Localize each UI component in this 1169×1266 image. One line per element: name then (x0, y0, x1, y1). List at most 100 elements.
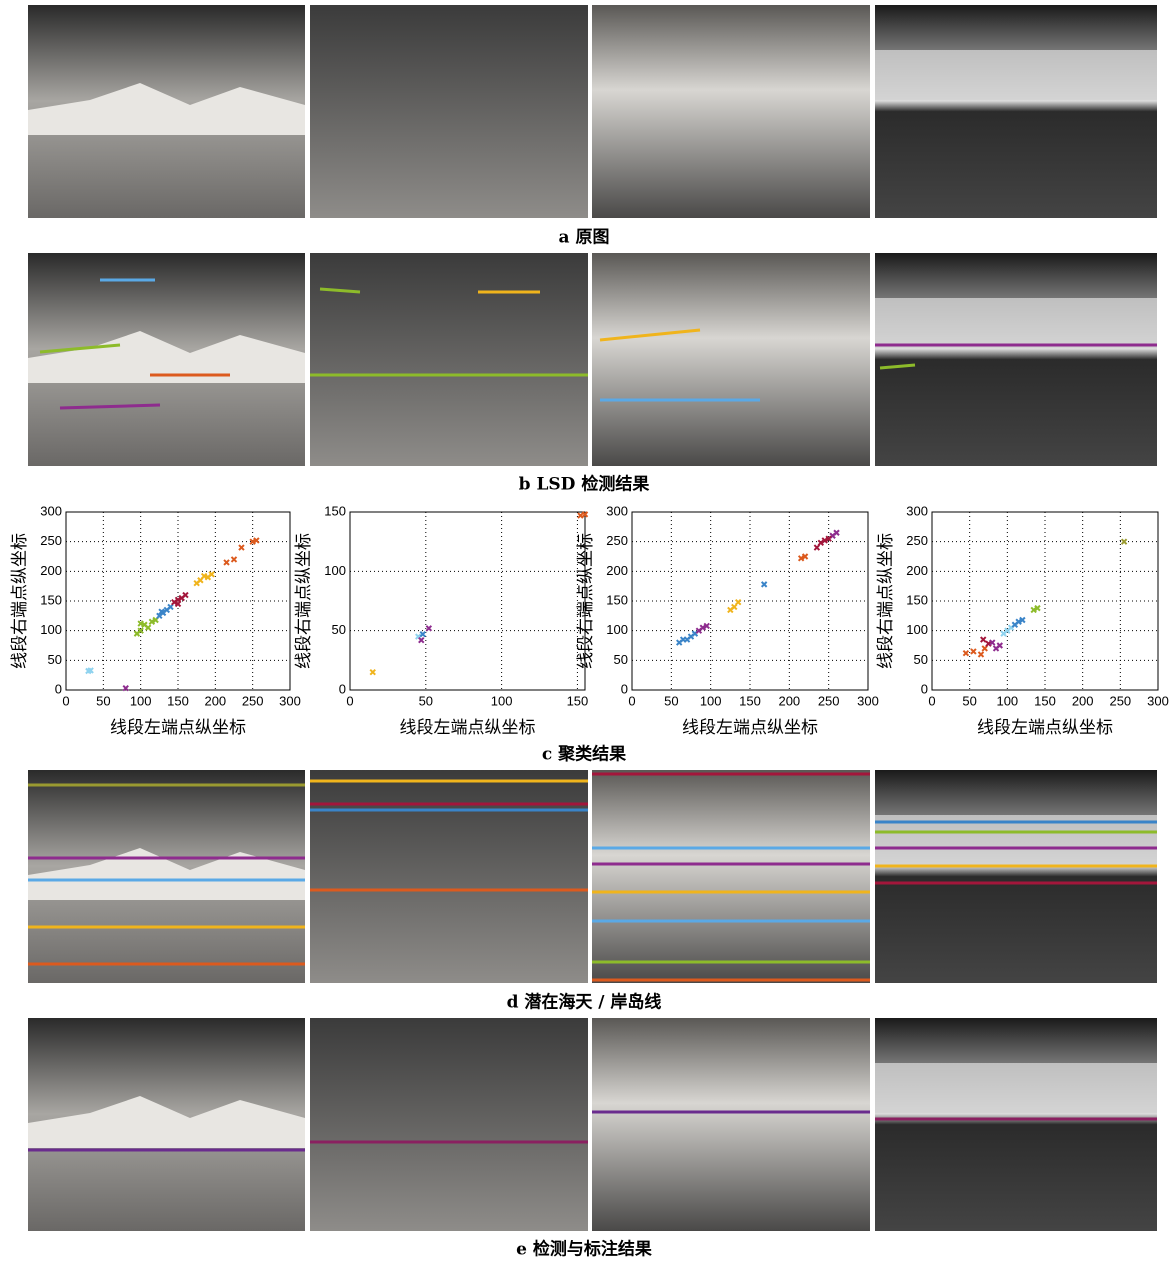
point (989, 639, 996, 646)
point (825, 535, 832, 542)
detected-lines (28, 1110, 1157, 1152)
x-tick-label: 100 (491, 693, 513, 708)
point (253, 537, 260, 544)
y-tick-label: 50 (614, 652, 628, 667)
point (223, 559, 230, 566)
y-tick-label: 0 (339, 681, 346, 696)
point (200, 572, 208, 580)
y-tick-label: 0 (55, 681, 62, 696)
point (970, 648, 977, 655)
point (699, 624, 707, 631)
x-tick-label: 50 (962, 693, 976, 708)
point (167, 603, 174, 611)
point (238, 544, 245, 551)
x-axis-label: 线段左端点纵坐标 (110, 718, 246, 738)
point (174, 600, 182, 608)
point (158, 608, 165, 615)
x-tick-label: 300 (857, 693, 879, 708)
y-tick-label: 300 (40, 503, 62, 518)
point (419, 631, 426, 638)
x-tick-label: 50 (664, 693, 678, 708)
y-tick-label: 150 (324, 503, 346, 518)
y-tick-label: 100 (606, 622, 628, 637)
point (418, 636, 425, 644)
point (581, 511, 589, 518)
point (980, 636, 987, 643)
point (577, 512, 584, 519)
x-tick-label: 0 (346, 693, 353, 708)
x-tick-label: 100 (700, 693, 722, 708)
point (797, 555, 805, 562)
point (137, 627, 144, 634)
y-tick-label: 0 (621, 681, 628, 696)
point (1019, 616, 1026, 624)
y-tick-label: 100 (906, 622, 928, 637)
caption: e 检测与标注结果 (516, 1239, 652, 1260)
point (962, 650, 970, 657)
y-axis-label: 线段右端点纵坐标 (876, 533, 896, 669)
point (760, 581, 768, 588)
y-tick-label: 250 (40, 533, 62, 548)
y-tick-label: 0 (921, 681, 928, 696)
x-tick-label: 0 (928, 693, 935, 708)
x-axis-label: 线段左端点纵坐标 (400, 718, 536, 738)
point (821, 537, 828, 544)
y-axis-label: 线段右端点纵坐标 (10, 533, 30, 669)
point (1034, 604, 1041, 612)
point (148, 618, 156, 625)
caption: a 原图 (559, 228, 610, 248)
x-tick-label: 50 (96, 693, 110, 708)
x-tick-label: 200 (778, 693, 800, 708)
point (977, 651, 985, 658)
y-tick-label: 50 (914, 652, 928, 667)
y-tick-label: 300 (906, 503, 928, 518)
x-tick-label: 250 (242, 693, 264, 708)
x-tick-label: 0 (62, 693, 69, 708)
point (1015, 618, 1022, 625)
x-tick-label: 250 (1109, 693, 1131, 708)
x-tick-label: 150 (167, 693, 189, 708)
x-axis-label: 线段左端点纵坐标 (977, 718, 1113, 738)
y-tick-label: 50 (332, 622, 346, 637)
point (369, 668, 376, 676)
point (144, 624, 152, 631)
y-tick-label: 50 (48, 652, 62, 667)
lsd-segments (39, 278, 1157, 410)
point (1030, 606, 1037, 614)
x-tick-label: 150 (1034, 693, 1056, 708)
y-tick-label: 300 (606, 503, 628, 518)
x-tick-label: 100 (996, 693, 1018, 708)
y-tick-label: 100 (324, 563, 346, 578)
y-tick-label: 250 (906, 533, 928, 548)
point (813, 544, 821, 551)
point (137, 620, 144, 627)
x-tick-label: 300 (1147, 693, 1169, 708)
point (734, 598, 742, 606)
y-tick-label: 250 (606, 533, 628, 548)
x-axis-label: 线段左端点纵坐标 (682, 718, 818, 738)
caption: b LSD 检测结果 (519, 474, 650, 495)
x-tick-label: 200 (204, 693, 226, 708)
caption: c 聚类结果 (542, 744, 626, 765)
point (87, 667, 94, 674)
point (817, 539, 825, 547)
x-tick-label: 0 (628, 693, 635, 708)
y-tick-label: 150 (906, 592, 928, 607)
point (981, 645, 988, 652)
point (208, 571, 215, 578)
point (833, 529, 840, 536)
x-tick-label: 50 (419, 693, 433, 708)
x-tick-label: 150 (739, 693, 761, 708)
point (996, 642, 1004, 649)
point (122, 685, 129, 692)
plot-area (349, 511, 586, 691)
x-tick-label: 250 (818, 693, 840, 708)
x-tick-label: 100 (130, 693, 152, 708)
y-tick-label: 100 (40, 622, 62, 637)
y-tick-label: 200 (40, 563, 62, 578)
point (731, 603, 738, 611)
point (1120, 538, 1128, 545)
y-tick-label: 150 (606, 592, 628, 607)
y-axis-label: 线段右端点纵坐标 (576, 533, 596, 669)
